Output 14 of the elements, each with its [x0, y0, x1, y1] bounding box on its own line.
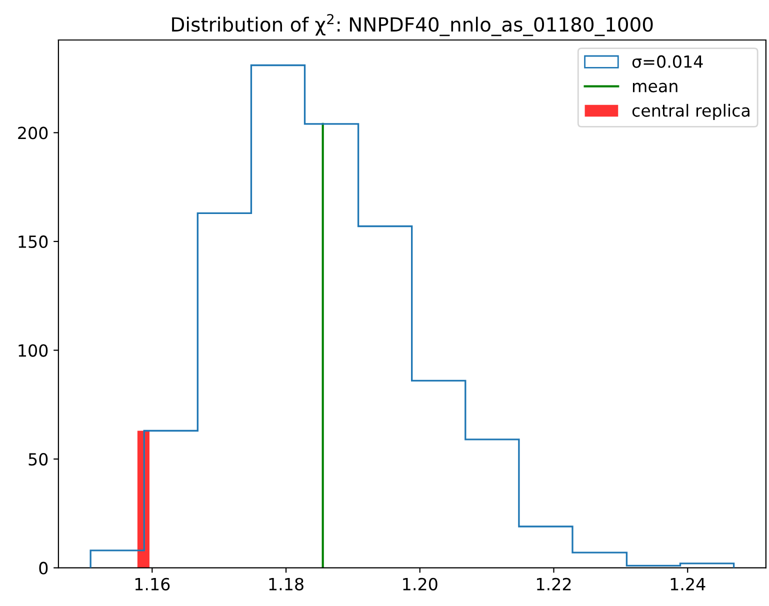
y-tick-label: 100	[18, 344, 48, 357]
legend-label: mean	[632, 82, 678, 92]
legend-label: central replica	[632, 104, 750, 120]
x-tick-label: 1.22	[537, 578, 571, 590]
chart-title: Distribution of χ$^{2}$: NNPDF40_nnlo_as_01180_1000	[172, 14, 653, 36]
x-tick-label: 1.16	[135, 578, 170, 590]
x-tick-label: 1.20	[403, 578, 438, 590]
x-tick-label: 1.18	[269, 578, 304, 590]
legend-label: σ=0.014	[632, 55, 703, 68]
x-tick-label: 1.24	[670, 578, 706, 590]
y-tick-label: 50	[28, 453, 48, 466]
y-tick-label: 200	[18, 126, 48, 140]
y-tick-label: 0	[39, 562, 48, 574]
y-tick-label: 150	[18, 235, 48, 248]
